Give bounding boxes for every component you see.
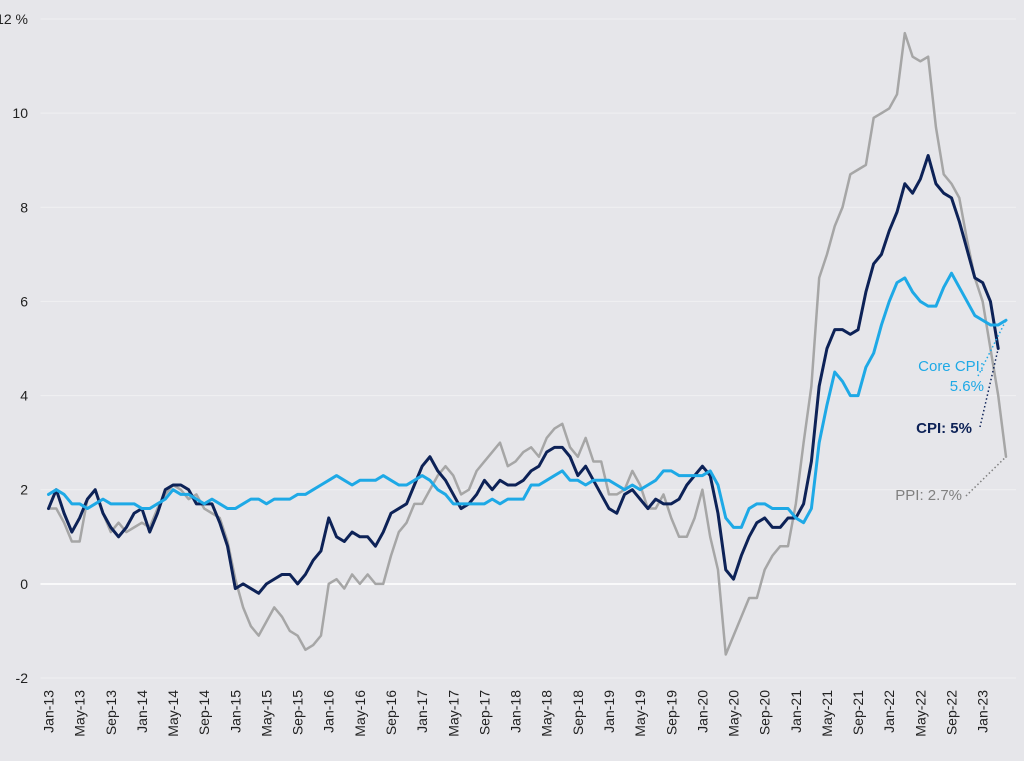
x-tick-label: Jan-21 (788, 690, 804, 733)
gridlines (40, 18, 1016, 679)
series-line-core-cpi (47, 271, 1008, 529)
annotation-label-core-cpi: Core CPI: (918, 358, 984, 375)
x-tick-label: Jan-15 (227, 690, 243, 733)
x-tick-label: May-16 (352, 690, 368, 737)
y-tick-label: 4 (20, 388, 28, 404)
x-tick-label: May-15 (258, 690, 274, 737)
x-tick-label: Jan-14 (134, 690, 150, 733)
x-tick-label: May-19 (632, 690, 648, 737)
y-axis: -2 0 2 4 6 8 10 12 % (0, 11, 28, 686)
annotation-label-core-cpi: 5.6% (950, 378, 984, 395)
series-lines (47, 31, 1008, 656)
x-tick-label: Sep-18 (570, 690, 586, 735)
x-tick-label: Jan-13 (41, 690, 57, 733)
x-tick-label: Sep-13 (103, 690, 119, 735)
x-tick-label: May-22 (912, 690, 928, 737)
x-tick-label: Sep-21 (850, 690, 866, 735)
x-tick-label: Jan-20 (694, 690, 710, 733)
x-tick-label: Jan-17 (414, 690, 430, 733)
x-tick-label: Sep-19 (663, 690, 679, 735)
y-tick-label: 2 (20, 482, 28, 498)
y-tick-label: 12 % (0, 11, 28, 27)
y-tick-label: 8 (20, 199, 28, 215)
annotation-leader-line (979, 348, 999, 428)
x-tick-label: Sep-15 (290, 690, 306, 735)
x-tick-label: Jan-16 (321, 690, 337, 733)
annotations: Core CPI: 5.6% CPI: 5% PPI: 2.7% (895, 319, 1007, 504)
annotation-leader-line (965, 456, 1007, 497)
x-tick-label: Sep-17 (476, 690, 492, 735)
x-tick-label: Sep-20 (757, 690, 773, 735)
x-tick-label: May-13 (72, 690, 88, 737)
x-tick-label: Jan-22 (881, 690, 897, 733)
x-tick-label: Sep-22 (944, 690, 960, 735)
x-tick-label: May-14 (165, 690, 181, 737)
x-axis: Jan-13 May-13 Sep-13 Jan-14 May-14 Sep-14 Jan-… (41, 690, 991, 737)
x-tick-label: May-18 (539, 690, 555, 737)
series-line-ppi (47, 31, 1008, 656)
annotation-label-cpi: CPI: 5% (916, 420, 972, 437)
x-tick-label: Jan-19 (601, 690, 617, 733)
x-tick-label: Jan-18 (508, 690, 524, 733)
y-tick-label: 6 (20, 293, 28, 309)
x-tick-label: Jan-23 (975, 690, 991, 733)
y-tick-label: -2 (16, 670, 29, 686)
x-tick-label: Sep-14 (196, 690, 212, 735)
y-tick-label: 0 (20, 576, 28, 592)
x-tick-label: May-21 (819, 690, 835, 737)
x-tick-label: May-20 (726, 690, 742, 737)
x-tick-label: Sep-16 (383, 690, 399, 735)
y-tick-label: 10 (12, 105, 28, 121)
x-tick-label: May-17 (445, 690, 461, 737)
annotation-label-ppi: PPI: 2.7% (895, 487, 962, 504)
